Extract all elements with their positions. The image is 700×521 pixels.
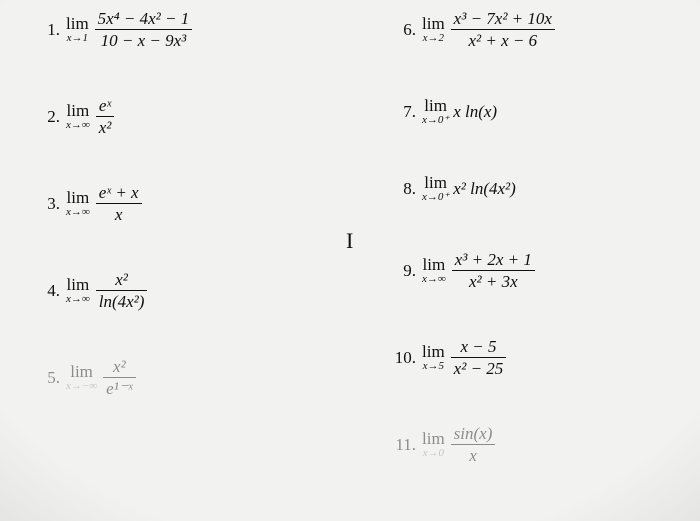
fraction: x² e¹⁻ˣ (103, 358, 135, 397)
numerator: x³ + 2x + 1 (452, 251, 535, 268)
fraction: x² ln(4x²) (96, 271, 148, 310)
problem-number: 2. (34, 107, 60, 127)
denominator: x (112, 206, 126, 223)
expression: x ln(x) (453, 102, 497, 122)
lim-sub: x→∞ (66, 294, 90, 305)
denominator: e¹⁻ˣ (103, 380, 135, 397)
fraction-bar (451, 29, 555, 30)
limit-notation: lim x→∞ (422, 256, 446, 285)
problem-number: 5. (34, 368, 60, 388)
fraction-bar (95, 29, 193, 30)
fraction: eˣ + x x (96, 184, 142, 223)
problem-number: 3. (34, 194, 60, 214)
problem-number: 10. (390, 348, 416, 368)
fraction: sin(x) x (451, 425, 496, 464)
expression: x² ln(4x²) (453, 179, 516, 199)
limit-notation: lim x→0 (422, 430, 445, 459)
numerator: eˣ (96, 97, 114, 114)
lim-label: lim (424, 97, 447, 114)
problem-8: 8. lim x→0⁺ x² ln(4x²) (390, 174, 666, 203)
numerator: sin(x) (451, 425, 496, 442)
problem-number: 7. (390, 102, 416, 122)
problem-number: 11. (390, 435, 416, 455)
lim-label: lim (70, 363, 93, 380)
lim-sub: x→∞ (66, 207, 90, 218)
problem-5: 5. lim x→−∞ x² e¹⁻ˣ (34, 358, 310, 397)
limit-notation: lim x→1 (66, 15, 89, 44)
text-cursor-icon: I (346, 228, 353, 254)
problem-7: 7. lim x→0⁺ x ln(x) (390, 97, 666, 126)
lim-label: lim (424, 174, 447, 191)
limit-notation: lim x→5 (422, 343, 445, 372)
numerator: x³ − 7x² + 10x (451, 10, 555, 27)
left-column: 1. lim x→1 5x⁴ − 4x² − 1 10 − x − 9x³ 2.… (34, 10, 310, 511)
problem-3: 3. lim x→∞ eˣ + x x (34, 184, 310, 223)
problem-2: 2. lim x→∞ eˣ x² (34, 97, 310, 136)
lim-label: lim (422, 15, 445, 32)
numerator: 5x⁴ − 4x² − 1 (95, 10, 193, 27)
problem-1: 1. lim x→1 5x⁴ − 4x² − 1 10 − x − 9x³ (34, 10, 310, 49)
fraction-bar (451, 444, 496, 445)
fraction: x³ + 2x + 1 x² + 3x (452, 251, 535, 290)
lim-sub: x→∞ (422, 274, 446, 285)
lim-sub: x→∞ (66, 120, 90, 131)
lim-sub: x→1 (67, 33, 88, 44)
lim-label: lim (66, 15, 89, 32)
numerator: x² (110, 358, 129, 375)
numerator: x² (112, 271, 131, 288)
limit-notation: lim x→−∞ (66, 363, 97, 392)
numerator: x − 5 (457, 338, 499, 355)
problem-9: 9. lim x→∞ x³ + 2x + 1 x² + 3x (390, 251, 666, 290)
problem-10: 10. lim x→5 x − 5 x² − 25 (390, 338, 666, 377)
denominator: x (466, 447, 480, 464)
lim-sub: x→0⁺ (422, 115, 449, 126)
fraction: 5x⁴ − 4x² − 1 10 − x − 9x³ (95, 10, 193, 49)
lim-sub: x→5 (423, 361, 444, 372)
lim-sub: x→0⁺ (422, 192, 449, 203)
fraction: x − 5 x² − 25 (451, 338, 507, 377)
lim-sub: x→−∞ (66, 381, 97, 392)
denominator: ln(4x²) (96, 293, 148, 310)
lim-label: lim (67, 102, 90, 119)
problem-number: 8. (390, 179, 416, 199)
limit-notation: lim x→0⁺ (422, 174, 449, 203)
fraction-bar (96, 116, 115, 117)
denominator: x² − 25 (451, 360, 507, 377)
lim-sub: x→2 (423, 33, 444, 44)
problem-number: 1. (34, 20, 60, 40)
limit-notation: lim x→0⁺ (422, 97, 449, 126)
limit-notation: lim x→2 (422, 15, 445, 44)
problem-11: 11. lim x→0 sin(x) x (390, 425, 666, 464)
numerator: eˣ + x (96, 184, 142, 201)
problem-number: 9. (390, 261, 416, 281)
problem-number: 6. (390, 20, 416, 40)
denominator: x² + 3x (466, 273, 521, 290)
problem-6: 6. lim x→2 x³ − 7x² + 10x x² + x − 6 (390, 10, 666, 49)
limit-notation: lim x→∞ (66, 102, 90, 131)
right-column: 6. lim x→2 x³ − 7x² + 10x x² + x − 6 7. … (390, 10, 666, 511)
fraction: x³ − 7x² + 10x x² + x − 6 (451, 10, 555, 49)
lim-label: lim (422, 343, 445, 360)
problem-4: 4. lim x→∞ x² ln(4x²) (34, 271, 310, 310)
fraction-bar (452, 270, 535, 271)
lim-label: lim (422, 430, 445, 447)
lim-label: lim (67, 189, 90, 206)
limit-notation: lim x→∞ (66, 189, 90, 218)
denominator: x² + x − 6 (465, 32, 540, 49)
lim-label: lim (67, 276, 90, 293)
denominator: x² (96, 119, 115, 136)
problem-number: 4. (34, 281, 60, 301)
page: 1. lim x→1 5x⁴ − 4x² − 1 10 − x − 9x³ 2.… (0, 0, 700, 521)
fraction: eˣ x² (96, 97, 115, 136)
lim-sub: x→0 (423, 448, 444, 459)
fraction-bar (103, 377, 135, 378)
denominator: 10 − x − 9x³ (98, 32, 190, 49)
fraction-bar (96, 290, 148, 291)
limit-notation: lim x→∞ (66, 276, 90, 305)
fraction-bar (96, 203, 142, 204)
lim-label: lim (423, 256, 446, 273)
fraction-bar (451, 357, 507, 358)
